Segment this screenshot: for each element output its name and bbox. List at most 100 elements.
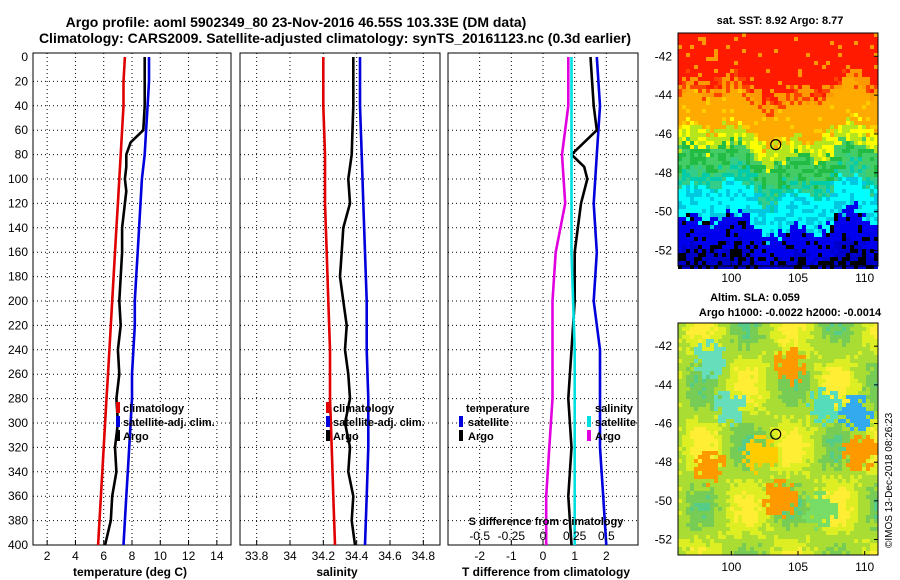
depth-tick-label: 360 (8, 489, 28, 503)
difference-panel: -2 -1 0 1 2 T difference from climatology S … (447, 52, 639, 579)
legend-sal-argo-swatch (326, 430, 330, 441)
series-line-satellite-adj-clim- (358, 57, 370, 546)
x-tick-label: -2 (474, 549, 485, 563)
imos-timestamp: ©IMOS 13-Dec-2018 08:26:23 (884, 412, 895, 548)
lat-tick-label: -48 (655, 455, 673, 469)
s-diff-tick-label: -0.25 (498, 529, 526, 543)
legend-argo-label: Argo (123, 431, 149, 443)
lat-tick-label: -52 (655, 243, 673, 257)
lat-tick-label: -50 (655, 494, 673, 508)
s-diff-tick-label: 0.25 (563, 529, 587, 543)
x-tick-label: 4 (72, 549, 79, 563)
sst-heatmap (678, 33, 878, 269)
temperature-series (96, 56, 151, 546)
salinity-series (321, 57, 370, 546)
sla-map-subtitle: Argo h1000: -0.0022 h2000: -0.0014 (699, 307, 882, 319)
legend-t-argo-label: Argo (468, 431, 494, 443)
depth-tick-label: 120 (8, 196, 28, 210)
s-diff-tick-label: 0 (540, 529, 547, 543)
temperature-legend: climatology satellite-adj. clim. Argo (116, 402, 215, 443)
series-line-climatology (96, 56, 127, 546)
sla-map-frame (677, 322, 879, 556)
lon-tick-label: 110 (855, 271, 874, 285)
x-tick-label: 34.8 (412, 549, 436, 563)
series-line-s-satellite (570, 57, 577, 545)
salinity-legend: climatology satellite-adj. clim. Argo (326, 402, 425, 443)
float-location-marker (770, 139, 782, 151)
sla-latitude-labels: -42 -44 -46 -48 -50 -52 (655, 339, 878, 547)
depth-tick-label: 260 (8, 367, 28, 381)
salinity-axis-label: salinity (316, 565, 358, 579)
figure-title-line2: Climatology: CARS2009. Satellite-adjuste… (39, 30, 631, 46)
difference-legend-salinity: salinity satellite Argo (587, 403, 636, 443)
x-tick-label: 34.4 (345, 549, 369, 563)
depth-tick-label: 380 (8, 514, 28, 528)
depth-axis-labels: 0 20 40 60 80 100 120 140 160 180 200 220 240 260 280 3… (8, 50, 28, 552)
depth-tick-label: 320 (8, 440, 28, 454)
lon-tick-label: 105 (788, 271, 808, 285)
temperature-axis-ticks: 2 4 6 8 10 12 14 (44, 540, 224, 563)
lat-tick-label: -46 (655, 127, 673, 141)
legend-s-argo-label: Argo (595, 431, 621, 443)
legend-temperature-title: temperature (466, 403, 530, 415)
sst-map: sat. SST: 8.92 Argo: 8.77 -42 -44 -46 -48 -5… (655, 15, 879, 285)
series-line-t-satellite (592, 56, 608, 546)
difference-axis-label: T difference from climatology (462, 565, 630, 579)
salinity-axis-ticks: 33.8 34 34.2 34.4 34.6 34.8 (245, 540, 435, 563)
depth-tick-label: 340 (8, 465, 28, 479)
legend-sal-climatology-swatch (326, 402, 330, 413)
temperature-panel: 0 20 40 60 80 100 120 140 160 180 200 220 240 260 280 3… (8, 50, 232, 579)
lon-tick-label: 100 (721, 560, 741, 574)
sst-map-frame (677, 32, 879, 267)
depth-tick-label: 140 (8, 221, 28, 235)
temperature-axis-label: temperature (deg C) (73, 565, 187, 579)
legend-s-satellite-label: satellite (595, 417, 636, 429)
depth-tick-label: 220 (8, 318, 28, 332)
legend-climatology-label: climatology (123, 403, 185, 415)
series-line-s-argo (544, 57, 570, 545)
legend-satellite-swatch (116, 416, 120, 427)
legend-salinity-title: salinity (595, 403, 634, 415)
difference-plot-frame (447, 52, 639, 546)
depth-tick-label: 180 (8, 270, 28, 284)
lat-tick-label: -50 (655, 205, 673, 219)
depth-tick-label: 0 (21, 50, 28, 64)
difference-series (544, 56, 608, 546)
lon-tick-label: 100 (721, 271, 741, 285)
difference-legend-temperature: temperature satellite Argo (459, 403, 530, 443)
x-tick-label: 34 (283, 549, 297, 563)
sst-latitude-labels: -42 -44 -46 -48 -50 -52 (655, 49, 878, 257)
lat-tick-label: -44 (655, 378, 673, 392)
salinity-panel: 33.8 34 34.2 34.4 34.6 34.8 salinity climatol… (239, 52, 441, 579)
x-tick-label: -1 (506, 549, 517, 563)
depth-tick-label: 400 (8, 538, 28, 552)
x-tick-label: 34.2 (312, 549, 336, 563)
sla-heatmap (678, 323, 878, 555)
float-location-marker-sla (770, 428, 782, 440)
figure-title-line1: Argo profile: aoml 5902349_80 23-Nov-201… (66, 14, 527, 30)
lat-tick-label: -42 (655, 49, 673, 63)
x-tick-label: 34.6 (378, 549, 402, 563)
s-difference-axis-label: S difference from climatology (469, 516, 625, 528)
s-diff-tick-label: 0.5 (598, 529, 615, 543)
legend-t-argo-swatch (459, 430, 463, 441)
x-tick-label: 2 (603, 549, 610, 563)
x-tick-label: 12 (182, 549, 196, 563)
depth-tick-label: 240 (8, 343, 28, 357)
lat-tick-label: -46 (655, 417, 673, 431)
legend-s-argo-swatch (587, 430, 591, 441)
legend-sal-satellite-label: satellite-adj. clim. (333, 417, 425, 429)
lat-tick-label: -52 (655, 533, 673, 547)
s-difference-axis-ticks: -0.5 -0.25 0 0.25 0.5 (469, 529, 615, 543)
temperature-grid (33, 53, 231, 545)
legend-s-satellite-swatch (587, 416, 591, 427)
depth-tick-label: 40 (15, 99, 29, 113)
legend-sal-argo-label: Argo (333, 431, 359, 443)
s-diff-tick-label: -0.5 (469, 529, 490, 543)
sst-map-title: sat. SST: 8.92 Argo: 8.77 (717, 15, 844, 27)
sla-map: Altim. SLA: 0.059 Argo h1000: -0.0022 h2… (655, 292, 882, 574)
legend-satellite-label: satellite-adj. clim. (123, 417, 215, 429)
x-tick-label: 33.8 (245, 549, 269, 563)
legend-argo-swatch (116, 430, 120, 441)
